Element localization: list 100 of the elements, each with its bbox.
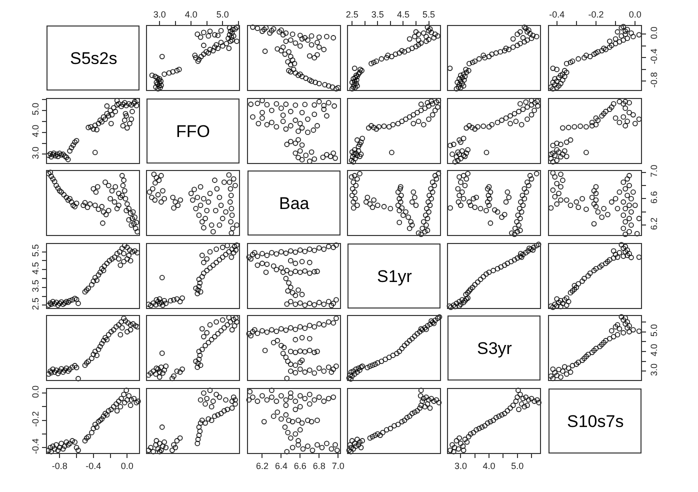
point <box>328 370 334 376</box>
point <box>520 106 526 112</box>
point <box>413 44 419 50</box>
point <box>602 46 608 52</box>
point <box>218 40 224 46</box>
point <box>504 46 509 52</box>
point <box>131 396 137 402</box>
point <box>316 80 322 86</box>
point <box>195 194 200 200</box>
point <box>550 150 556 156</box>
point <box>288 122 293 128</box>
point <box>610 100 616 106</box>
point <box>132 214 138 220</box>
point <box>526 27 532 33</box>
point <box>531 244 537 250</box>
point <box>89 430 94 436</box>
point <box>67 440 72 446</box>
point <box>217 394 222 400</box>
point <box>192 186 198 192</box>
point <box>208 248 214 254</box>
point <box>622 98 628 104</box>
point <box>152 172 157 178</box>
point <box>208 388 214 394</box>
point <box>577 123 583 128</box>
point <box>298 358 304 364</box>
point <box>360 438 365 444</box>
point <box>233 316 239 322</box>
point <box>565 298 571 304</box>
point <box>567 202 573 208</box>
point <box>306 323 312 329</box>
point <box>468 286 474 292</box>
point <box>56 150 62 156</box>
point <box>616 326 622 332</box>
point <box>330 366 336 372</box>
point <box>172 444 178 450</box>
point <box>624 176 630 182</box>
point <box>259 28 265 34</box>
point <box>124 102 130 108</box>
point <box>114 102 120 108</box>
point <box>620 37 626 43</box>
point <box>458 139 464 144</box>
x-tick-label: -0.8 <box>52 460 68 471</box>
point <box>558 141 563 147</box>
point <box>316 44 322 50</box>
point <box>318 444 324 450</box>
point <box>358 151 364 157</box>
point <box>426 36 432 42</box>
point <box>420 30 426 36</box>
point <box>209 404 215 410</box>
point <box>554 302 560 308</box>
point <box>470 124 475 130</box>
point <box>372 362 378 368</box>
point <box>278 105 284 110</box>
point <box>455 186 461 192</box>
point <box>314 52 320 58</box>
point <box>596 264 602 270</box>
point <box>626 202 632 208</box>
point <box>610 334 616 340</box>
point <box>232 397 238 403</box>
point <box>399 418 405 424</box>
point <box>202 216 208 222</box>
point <box>304 443 310 449</box>
point <box>484 149 490 155</box>
point <box>70 142 76 148</box>
point <box>350 154 356 160</box>
point <box>48 448 54 454</box>
point <box>62 300 68 306</box>
point <box>356 368 362 374</box>
point <box>196 432 202 438</box>
point <box>464 150 470 156</box>
point <box>274 338 280 344</box>
x-tick-label: 3.0 <box>454 460 468 471</box>
point <box>212 334 218 340</box>
point <box>280 112 286 118</box>
point <box>622 316 628 322</box>
point <box>270 340 276 346</box>
point <box>417 405 422 411</box>
point <box>460 296 466 302</box>
y-tick-label: 0.0 <box>30 385 40 398</box>
point <box>227 180 233 186</box>
y-tick-label: 2.5 <box>30 297 40 310</box>
point <box>306 368 312 374</box>
point <box>418 107 424 113</box>
point <box>502 48 508 54</box>
point <box>108 107 113 113</box>
point <box>226 172 232 178</box>
y-tick-label: 6.6 <box>648 191 658 204</box>
point <box>612 324 618 330</box>
point <box>292 337 298 343</box>
point <box>480 123 486 128</box>
point <box>100 220 106 226</box>
point <box>196 436 202 442</box>
point <box>94 424 100 430</box>
point <box>432 318 438 324</box>
point <box>420 396 426 402</box>
point <box>414 109 420 115</box>
point <box>72 439 78 445</box>
point <box>276 29 282 35</box>
point <box>92 202 98 208</box>
point <box>131 221 137 227</box>
